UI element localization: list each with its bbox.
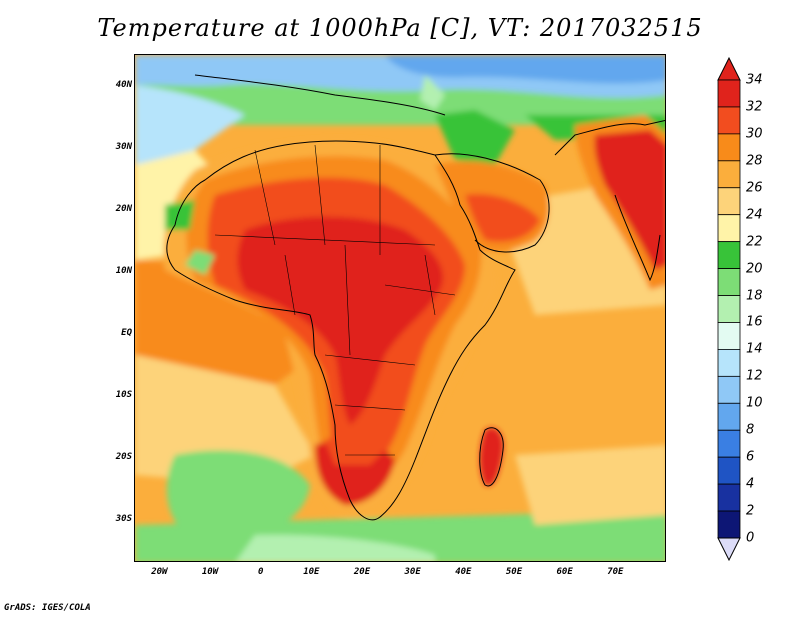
colorbar-swatch xyxy=(717,133,741,162)
colorbar-swatch xyxy=(717,322,741,350)
coastlines xyxy=(166,74,665,521)
lon-label: 30E xyxy=(404,567,421,577)
colorbar-label: 16 xyxy=(746,314,763,330)
colorbar-label: 28 xyxy=(746,153,763,169)
lat-label: EQ xyxy=(121,327,132,338)
colorbar-label: 2 xyxy=(746,503,755,519)
lon-label: 20E xyxy=(353,567,371,577)
aegean-pale xyxy=(420,75,445,110)
lon-label: 10W xyxy=(201,567,219,577)
lat-label: 30S xyxy=(115,513,132,524)
colorbar-swatch xyxy=(717,456,741,485)
colorbar-label: 6 xyxy=(746,449,755,465)
india-outline xyxy=(614,194,661,282)
southern-ocean-pale xyxy=(236,534,435,561)
colorbar-swatch xyxy=(717,268,741,296)
colorbar-label: 12 xyxy=(746,368,763,384)
colorbar-label: 8 xyxy=(746,422,755,438)
africa-outline xyxy=(166,140,516,521)
colorbar-swatch xyxy=(717,402,741,431)
west-africa-coast-green xyxy=(165,200,195,230)
colorbar-swatch xyxy=(717,429,741,458)
temperature-map-canvas xyxy=(135,55,665,561)
colorbar-label: 32 xyxy=(746,99,763,115)
lat-label: 40N xyxy=(115,79,132,90)
colorbar-label: 14 xyxy=(746,341,763,357)
temperature-map xyxy=(134,54,666,562)
temperature-field xyxy=(135,55,665,561)
credit-text: GrADS: IGES/COLA xyxy=(4,603,91,613)
map-title: Temperature at 1000hPa [C], VT: 20170325… xyxy=(97,14,703,42)
colorbar-label: 34 xyxy=(746,72,763,88)
colorbar-swatch xyxy=(717,79,741,108)
colorbar-label: 26 xyxy=(746,180,763,196)
colorbar-swatch xyxy=(717,241,741,269)
colorbar-top-arrow xyxy=(717,56,741,81)
border-lines xyxy=(214,144,456,456)
colorbar-label: 24 xyxy=(746,207,763,223)
country-borders xyxy=(214,144,456,456)
mediterranean-outline xyxy=(194,74,446,116)
colorbar xyxy=(717,56,741,562)
colorbar-label: 0 xyxy=(746,530,755,546)
colorbar-swatch xyxy=(717,160,741,189)
colorbar-label: 10 xyxy=(746,395,763,411)
lon-label: 40E xyxy=(455,567,472,577)
colorbar-bottom-arrow xyxy=(717,537,741,562)
south-asia-outline xyxy=(554,119,665,156)
south-atlantic-warm xyxy=(135,355,315,485)
colorbar-label: 20 xyxy=(746,261,763,277)
lat-label: 20N xyxy=(115,203,132,214)
africa-hottest-sahel xyxy=(237,216,444,425)
arabia-outline xyxy=(434,153,550,253)
colorbar-swatch xyxy=(717,510,741,539)
southern-africa-core xyxy=(325,434,385,465)
lat-label: 20S xyxy=(115,451,132,462)
gulf-of-guinea xyxy=(135,260,315,385)
colorbar-label: 30 xyxy=(746,126,763,142)
guinea-highlands-green xyxy=(185,250,215,275)
lon-label: 70E xyxy=(607,567,624,577)
colorbar-swatch xyxy=(717,375,741,404)
madagascar-hot xyxy=(479,427,504,486)
colorbar-label: 18 xyxy=(746,288,763,304)
arabia-hot xyxy=(465,194,540,242)
lat-label: 10N xyxy=(115,265,132,276)
lon-label: 10E xyxy=(303,567,320,577)
colorbar-label: 4 xyxy=(746,476,755,492)
band-north-deep-blue xyxy=(385,55,665,84)
lat-label: 30N xyxy=(115,141,132,152)
indian-ocean-south xyxy=(515,445,665,525)
colorbar-label: 22 xyxy=(746,234,763,250)
atlantic-cool xyxy=(135,85,245,165)
south-atlantic-green xyxy=(166,450,310,541)
colorbar-swatch xyxy=(717,187,741,216)
colorbar-swatch xyxy=(717,295,741,323)
levant-green xyxy=(435,110,515,165)
lon-label: 0 xyxy=(257,567,264,577)
lon-label: 20W xyxy=(151,567,168,577)
colorbar-swatch xyxy=(717,349,741,377)
lon-label: 50E xyxy=(505,567,523,577)
india-hot xyxy=(594,130,665,270)
madagascar-outline xyxy=(479,427,504,487)
colorbar-swatch xyxy=(717,106,741,135)
lon-label: 60E xyxy=(556,567,573,577)
lat-label: 10S xyxy=(115,389,132,400)
colorbar-swatch xyxy=(717,483,741,512)
colorbar-swatch xyxy=(717,214,741,243)
